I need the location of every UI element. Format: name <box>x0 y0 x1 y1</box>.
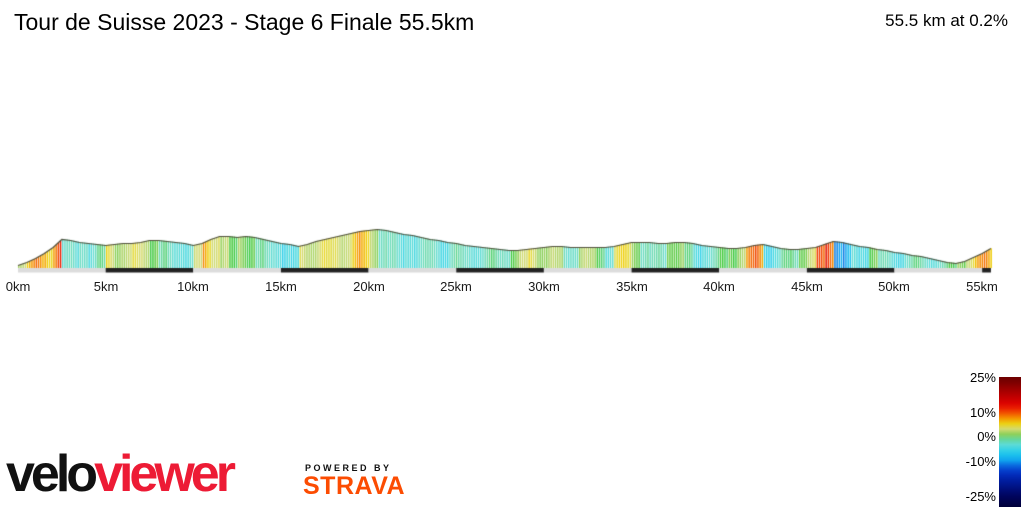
x-axis-tick: 35km <box>616 279 648 294</box>
distance-gradient-summary: 55.5 km at 0.2% <box>885 11 1008 30</box>
legend-label: 0% <box>977 429 996 444</box>
x-axis-tick: 45km <box>791 279 823 294</box>
veloviewer-logo-velo: velo <box>6 445 98 503</box>
legend-label: -10% <box>965 454 996 469</box>
page-title: Tour de Suisse 2023 - Stage 6 Finale 55.… <box>14 9 475 35</box>
x-axis-tick: 5km <box>93 279 119 294</box>
x-axis-tick: 15km <box>265 279 297 294</box>
x-axis-tick: 30km <box>528 279 560 294</box>
x-axis-tick: 20km <box>353 279 385 294</box>
strava-logo[interactable]: STRAVA <box>303 472 406 500</box>
powered-by-label: POWERED BY <box>305 463 392 473</box>
x-axis-tick: 50km <box>878 279 910 294</box>
legend-label: -25% <box>965 489 996 504</box>
gradient-colorbar <box>999 377 1021 507</box>
legend-label: 25% <box>969 370 996 385</box>
x-axis-tick: 25km <box>440 279 472 294</box>
legend-label: 10% <box>969 405 996 420</box>
x-axis-tick: 0km <box>5 279 31 294</box>
elevation-profile-canvas[interactable] <box>0 214 1024 276</box>
x-axis-tick: 55km <box>966 279 998 294</box>
veloviewer-logo-viewer: viewer <box>94 445 236 503</box>
x-axis-tick: 40km <box>703 279 735 294</box>
veloviewer-logo[interactable]: veloviewer <box>6 444 236 504</box>
x-axis-tick: 10km <box>177 279 209 294</box>
